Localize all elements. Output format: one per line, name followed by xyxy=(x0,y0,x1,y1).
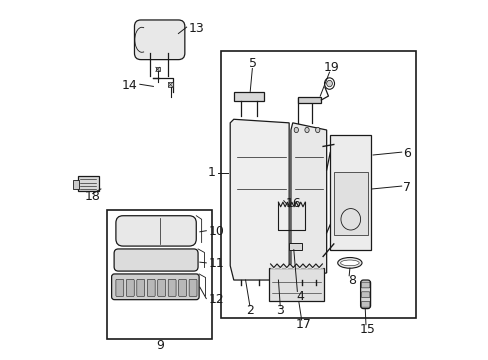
Bar xyxy=(78,176,99,192)
Text: 8: 8 xyxy=(347,274,355,287)
FancyBboxPatch shape xyxy=(147,279,155,296)
Text: 2: 2 xyxy=(245,304,253,317)
Ellipse shape xyxy=(326,80,332,87)
Bar xyxy=(168,82,172,87)
Ellipse shape xyxy=(304,127,308,133)
Bar xyxy=(288,243,301,249)
Text: 12: 12 xyxy=(208,293,224,306)
Text: 13: 13 xyxy=(189,22,204,35)
Text: 10: 10 xyxy=(208,225,224,238)
FancyBboxPatch shape xyxy=(361,292,369,297)
Text: 18: 18 xyxy=(84,190,101,203)
FancyBboxPatch shape xyxy=(178,279,186,296)
Ellipse shape xyxy=(315,127,319,133)
FancyBboxPatch shape xyxy=(158,279,165,296)
Bar xyxy=(329,135,370,249)
FancyBboxPatch shape xyxy=(111,274,199,300)
Text: 19: 19 xyxy=(324,61,339,74)
FancyBboxPatch shape xyxy=(189,279,197,296)
Text: 17: 17 xyxy=(295,318,311,331)
Text: 11: 11 xyxy=(208,257,224,270)
Polygon shape xyxy=(290,123,326,280)
Text: 7: 7 xyxy=(403,181,410,194)
Bar xyxy=(333,172,367,235)
FancyBboxPatch shape xyxy=(361,282,369,288)
FancyBboxPatch shape xyxy=(126,279,134,296)
Polygon shape xyxy=(230,119,288,280)
FancyBboxPatch shape xyxy=(360,280,370,309)
Ellipse shape xyxy=(337,257,361,268)
Bar xyxy=(107,210,212,339)
Bar xyxy=(73,180,79,189)
FancyBboxPatch shape xyxy=(137,279,144,296)
Text: 4: 4 xyxy=(295,289,303,303)
Bar xyxy=(298,97,321,103)
FancyBboxPatch shape xyxy=(116,216,196,246)
FancyBboxPatch shape xyxy=(168,279,176,296)
Text: 9: 9 xyxy=(156,338,163,351)
FancyBboxPatch shape xyxy=(361,301,369,307)
FancyBboxPatch shape xyxy=(116,279,123,296)
Bar xyxy=(233,93,264,102)
Bar xyxy=(268,267,324,301)
Bar xyxy=(221,51,415,318)
Text: 14: 14 xyxy=(122,79,137,92)
Text: 5: 5 xyxy=(249,57,257,71)
Text: 6: 6 xyxy=(403,147,410,160)
Ellipse shape xyxy=(294,127,298,133)
Text: 3: 3 xyxy=(276,304,284,317)
Bar xyxy=(155,67,160,71)
Text: 15: 15 xyxy=(359,323,375,336)
Text: 16: 16 xyxy=(285,197,301,210)
Ellipse shape xyxy=(340,208,360,230)
FancyBboxPatch shape xyxy=(134,20,184,60)
FancyBboxPatch shape xyxy=(114,249,198,271)
Text: 1: 1 xyxy=(207,166,215,179)
Ellipse shape xyxy=(324,78,334,89)
Ellipse shape xyxy=(340,260,358,266)
